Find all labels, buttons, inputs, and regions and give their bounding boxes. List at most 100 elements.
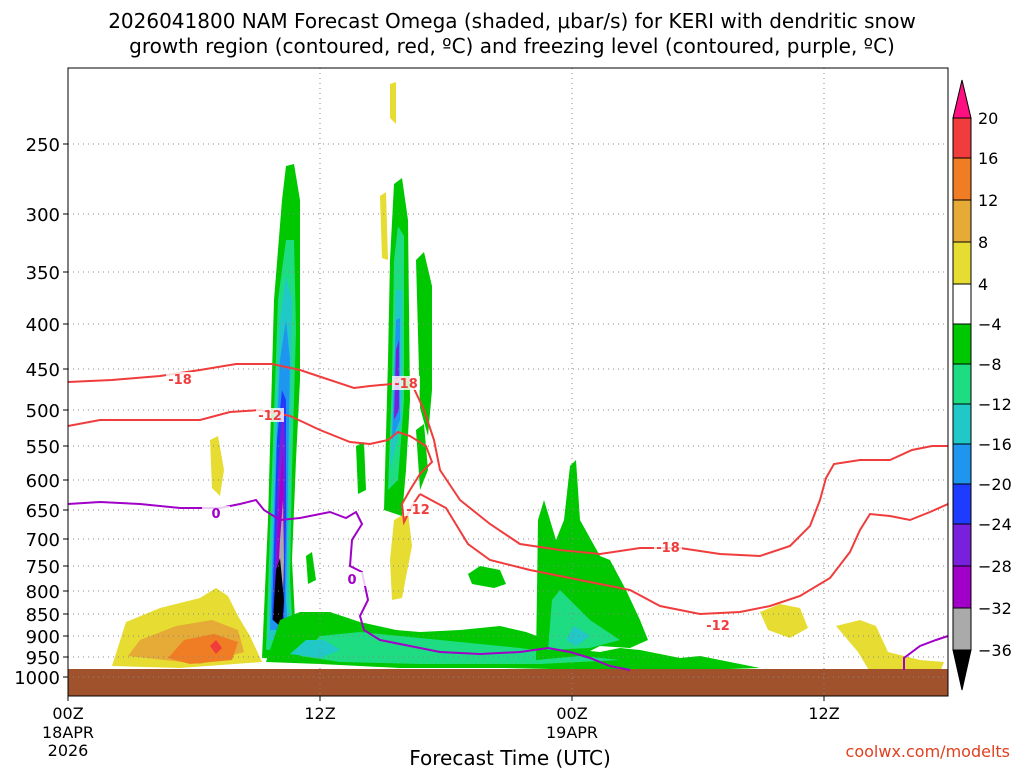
colorbar-segment [952, 403, 972, 445]
colorbar-segment [952, 241, 972, 285]
dgz-minus12-contour [67, 408, 434, 526]
y-tick-label: 400 [26, 315, 60, 336]
y-tick-label: 900 [26, 627, 60, 648]
contour-label-bg [704, 618, 732, 632]
omega-shaded-region [836, 620, 944, 672]
contour-label-minus12: -12 [406, 503, 430, 518]
chart-title: 2026041800 NAM Forecast Omega (shaded, μ… [108, 9, 916, 58]
x-tick-date: 19APR [546, 723, 598, 742]
omega-shaded-region [210, 436, 224, 496]
contour-label-minus18: -18 [168, 373, 192, 388]
omega-shaded-region [210, 640, 222, 654]
contour-label-minus18: -18 [394, 377, 418, 392]
y-tick-label: 350 [26, 263, 60, 284]
colorbar-label: −12 [978, 395, 1012, 414]
colorbar-label: −20 [978, 475, 1012, 494]
contour-label-bg [202, 506, 230, 520]
colorbar-segment [952, 443, 972, 485]
colorbar-label: 12 [978, 191, 998, 210]
omega-shaded-region [306, 552, 316, 584]
omega-shaded-region [548, 590, 620, 650]
omega-shaded-region [290, 640, 340, 658]
y-tick-label: 300 [26, 205, 60, 226]
omega-shaded-region [380, 192, 388, 260]
omega-shaded-region [273, 558, 284, 628]
colorbar-segment [952, 79, 972, 119]
x-axis-label: Forecast Time (UTC) [409, 746, 611, 768]
colorbar-label: −24 [978, 515, 1012, 534]
omega-shaded-region [416, 424, 428, 490]
plot-frame [67, 67, 949, 697]
colorbar-label: 16 [978, 149, 998, 168]
colorbar-segment [952, 649, 972, 691]
colorbar-label: −8 [978, 355, 1002, 374]
freezing-level-contour [903, 635, 949, 670]
x-tick-label: 12Z [304, 704, 335, 723]
dgz-minus18-contour [67, 363, 948, 558]
colorbar-label: 20 [978, 109, 998, 128]
y-tick-label: 250 [26, 135, 60, 156]
grid-lines [68, 68, 948, 696]
y-tick-label: 650 [26, 501, 60, 522]
contour-label-minus18: -18 [656, 541, 680, 556]
contour-label-minus12: -12 [258, 409, 282, 424]
colorbar-segment [952, 199, 972, 243]
omega-shaded-region [390, 82, 396, 124]
contour-lines: -18 -18 -18 -12 -12 -12 0 0 [67, 363, 949, 671]
ground-layer [68, 669, 948, 696]
y-tick-label: 850 [26, 605, 60, 626]
contour-label-zero: 0 [211, 507, 220, 522]
y-tick-label: 550 [26, 437, 60, 458]
omega-shaded-region [390, 512, 412, 600]
x-axis: 00Z18APR202612Z00Z19APR12Z00Z20APR12Z00Z… [42, 696, 840, 760]
colorbar-segment [952, 607, 972, 651]
colorbar-segment [952, 117, 972, 159]
colorbar-segment [952, 483, 972, 525]
contour-label-bg [654, 540, 682, 554]
chart-title-line2: growth region (contoured, red, ºC) and f… [129, 34, 895, 58]
contour-label-bg [166, 372, 194, 386]
colorbar-label: −4 [978, 315, 1002, 334]
colorbar-label: 4 [978, 275, 988, 294]
colorbar-label: −36 [978, 641, 1012, 660]
omega-shaded-region [168, 634, 238, 664]
contour-label-bg [338, 572, 366, 586]
ground-fill [68, 669, 948, 696]
colorbar-segment [952, 283, 972, 325]
chart-title-line1: 2026041800 NAM Forecast Omega (shaded, μ… [108, 9, 916, 33]
y-tick-label: 500 [26, 401, 60, 422]
colorbar-label: −32 [978, 599, 1012, 618]
x-tick-label: 00Z [52, 704, 83, 723]
colorbar-label: −16 [978, 435, 1012, 454]
x-tick-date: 18APR [42, 723, 94, 742]
omega-shaded-region [356, 442, 366, 494]
omega-shaded-region [468, 566, 506, 588]
x-tick-year: 2026 [48, 741, 89, 760]
colorbar-segment [952, 157, 972, 201]
colorbar: 20 16 12 8 4 −4 −8 −12 −16 −20 −24 −28 −32 −36 [952, 79, 1012, 691]
y-tick-label: 700 [26, 530, 60, 551]
contour-label-bg [404, 502, 432, 516]
contour-label-bg [392, 376, 420, 390]
x-tick-label: 00Z [556, 704, 587, 723]
colorbar-label: −28 [978, 557, 1012, 576]
freezing-level-contour [67, 498, 631, 671]
contour-label-zero: 0 [347, 573, 356, 588]
contour-label-bg [256, 408, 284, 422]
y-tick-label: 1000 [14, 668, 60, 689]
contour-label-minus12: -12 [706, 619, 730, 634]
colorbar-segment [952, 363, 972, 405]
y-tick-label: 600 [26, 471, 60, 492]
dgz-minus12-contour [419, 493, 949, 616]
x-tick-label: 12Z [808, 704, 839, 723]
y-tick-label: 450 [26, 360, 60, 381]
colorbar-segment [952, 523, 972, 567]
omega-shading-layer [112, 82, 944, 672]
y-tick-label: 950 [26, 648, 60, 669]
colorbar-label: 8 [978, 233, 988, 252]
colorbar-segment [952, 323, 972, 365]
credit-text: coolwx.com/modelts [846, 742, 1010, 761]
y-tick-label: 800 [26, 582, 60, 603]
colorbar-segment [952, 565, 972, 609]
